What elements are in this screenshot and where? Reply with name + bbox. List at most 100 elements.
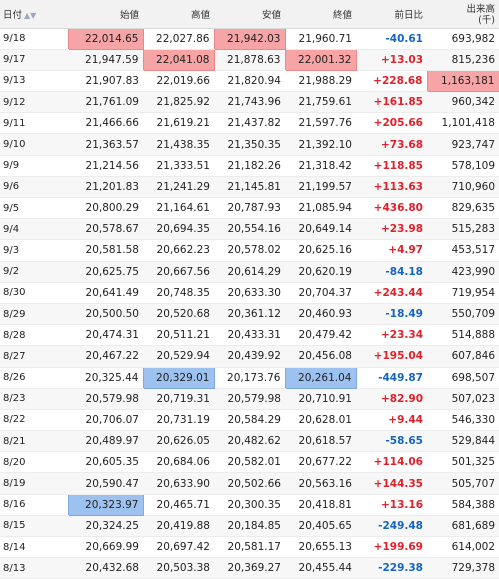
volume-cell: 729,378 bbox=[427, 557, 499, 579]
high-column-header: 高値 bbox=[143, 0, 214, 29]
volume-cell: 1,163,181 bbox=[426, 69, 499, 93]
change-cell: +113.63 bbox=[356, 176, 427, 199]
table-row: 8/28 20,474.31 20,511.21 20,433.31 20,479.42… bbox=[0, 324, 499, 347]
date-cell: 9/12 bbox=[0, 91, 68, 114]
change-cell: +13.16 bbox=[356, 494, 427, 516]
open-cell: 20,467.22 bbox=[68, 345, 143, 368]
high-cell: 22,019.66 bbox=[143, 70, 214, 93]
open-cell: 20,605.35 bbox=[68, 451, 143, 474]
table-row: 9/17 21,947.59 22,041.08 21,878.63 22,001.32… bbox=[0, 48, 499, 71]
high-cell: 20,503.38 bbox=[143, 557, 214, 579]
change-cell: +228.68 bbox=[356, 70, 427, 93]
volume-header-label: 出来高 bbox=[466, 3, 495, 15]
volume-cell: 710,960 bbox=[427, 176, 499, 199]
low-cell: 20,581.17 bbox=[214, 536, 285, 559]
sort-toggle-icon[interactable]: ▲▼ bbox=[24, 10, 37, 20]
high-cell: 20,662.23 bbox=[143, 239, 214, 262]
table-row: 8/27 20,467.22 20,529.94 20,439.92 20,456.08… bbox=[0, 345, 499, 368]
close-cell: 20,460.93 bbox=[285, 303, 356, 326]
high-cell: 20,697.42 bbox=[143, 536, 214, 559]
high-cell: 22,027.86 bbox=[143, 28, 214, 50]
table-row: 9/13 21,907.83 22,019.66 21,820.94 21,988.29… bbox=[0, 69, 499, 93]
open-cell: 21,907.83 bbox=[68, 70, 143, 93]
open-cell: 20,325.44 bbox=[68, 367, 143, 389]
table-row: 8/14 20,669.99 20,697.42 20,581.17 20,655.13… bbox=[0, 536, 499, 559]
change-cell: -229.38 bbox=[356, 557, 427, 579]
open-cell: 20,706.07 bbox=[68, 409, 143, 432]
high-cell: 21,438.35 bbox=[143, 133, 214, 156]
volume-cell: 514,888 bbox=[427, 324, 499, 347]
low-cell: 20,433.31 bbox=[214, 324, 285, 347]
high-cell: 20,626.05 bbox=[143, 430, 214, 453]
date-cell: 9/4 bbox=[0, 218, 68, 241]
table-row: 8/13 20,432.68 20,503.38 20,369.27 20,455.44… bbox=[0, 557, 499, 579]
date-cell: 8/19 bbox=[0, 472, 68, 495]
table-row: 9/10 21,363.57 21,438.35 21,350.35 21,392.10… bbox=[0, 133, 499, 156]
open-cell: 21,466.66 bbox=[68, 112, 143, 135]
date-cell: 8/21 bbox=[0, 430, 68, 453]
date-cell: 8/22 bbox=[0, 409, 68, 432]
date-column-header[interactable]: 日付 ▲▼ bbox=[0, 0, 68, 29]
high-cell: 20,511.21 bbox=[143, 324, 214, 347]
change-cell: +161.85 bbox=[356, 91, 427, 114]
change-cell: +118.85 bbox=[356, 155, 427, 177]
table-row: 9/6 21,201.83 21,241.29 21,145.81 21,199.57 +… bbox=[0, 176, 499, 199]
open-cell: 21,363.57 bbox=[68, 133, 143, 156]
high-cell: 21,333.51 bbox=[143, 155, 214, 177]
open-cell: 21,761.09 bbox=[68, 91, 143, 114]
volume-cell: 719,954 bbox=[427, 282, 499, 304]
low-cell: 21,942.03 bbox=[213, 27, 286, 50]
close-cell: 21,960.71 bbox=[285, 28, 356, 50]
volume-cell: 1,101,418 bbox=[427, 112, 499, 135]
open-cell: 20,579.98 bbox=[68, 388, 143, 410]
open-cell: 20,500.50 bbox=[68, 303, 143, 326]
date-cell: 8/27 bbox=[0, 345, 68, 368]
table-row: 8/29 20,500.50 20,520.68 20,361.12 20,460.93… bbox=[0, 303, 499, 326]
date-cell: 9/13 bbox=[0, 70, 68, 93]
low-cell: 21,743.96 bbox=[214, 91, 285, 114]
high-cell: 20,329.01 bbox=[142, 366, 215, 389]
date-cell: 8/13 bbox=[0, 557, 68, 579]
change-cell: -449.87 bbox=[356, 367, 427, 389]
change-cell: +13.03 bbox=[356, 49, 427, 71]
volume-cell: 501,325 bbox=[427, 451, 499, 474]
table-row: 9/2 20,625.75 20,667.56 20,614.29 20,620.19-… bbox=[0, 261, 499, 283]
change-cell: -249.48 bbox=[356, 515, 427, 538]
close-cell: 21,759.61 bbox=[285, 91, 356, 114]
date-cell: 8/15 bbox=[0, 515, 68, 538]
low-cell: 20,554.16 bbox=[214, 218, 285, 241]
low-cell: 20,482.62 bbox=[214, 430, 285, 453]
volume-cell: 923,747 bbox=[427, 133, 499, 156]
open-cell: 20,590.47 bbox=[68, 472, 143, 495]
change-cell: -40.61 bbox=[356, 28, 427, 50]
high-cell: 20,529.94 bbox=[143, 345, 214, 368]
change-cell: +82.90 bbox=[356, 388, 427, 410]
high-cell: 21,825.92 bbox=[143, 91, 214, 114]
close-cell: 20,649.14 bbox=[285, 218, 356, 241]
table-row: 8/19 20,590.47 20,633.90 20,502.66 20,563.16… bbox=[0, 472, 499, 495]
change-cell: +23.34 bbox=[356, 324, 427, 347]
open-cell: 20,323.97 bbox=[67, 493, 144, 516]
close-cell: 20,455.44 bbox=[285, 557, 356, 579]
open-cell: 20,669.99 bbox=[68, 536, 143, 559]
change-cell: +436.80 bbox=[356, 197, 427, 220]
date-cell: 8/20 bbox=[0, 451, 68, 474]
low-cell: 21,145.81 bbox=[214, 176, 285, 199]
volume-unit-label: (千) bbox=[478, 14, 495, 26]
close-cell: 20,618.57 bbox=[285, 430, 356, 453]
change-cell: +195.04 bbox=[356, 345, 427, 368]
close-cell: 20,710.91 bbox=[285, 388, 356, 410]
table-row: 8/30 20,641.49 20,748.35 20,633.30 20,704.37… bbox=[0, 282, 499, 304]
volume-cell: 550,709 bbox=[427, 303, 499, 326]
volume-cell: 423,990 bbox=[427, 261, 499, 283]
date-cell: 9/2 bbox=[0, 261, 68, 283]
low-cell: 21,820.94 bbox=[214, 70, 285, 93]
table-row: 9/12 21,761.09 21,825.92 21,743.96 21,759.61… bbox=[0, 91, 499, 114]
date-cell: 9/9 bbox=[0, 155, 68, 177]
low-cell: 20,582.01 bbox=[214, 451, 285, 474]
change-cell: +4.97 bbox=[356, 239, 427, 262]
high-cell: 20,748.35 bbox=[143, 282, 214, 304]
low-cell: 20,633.30 bbox=[214, 282, 285, 304]
date-cell: 8/14 bbox=[0, 536, 68, 559]
close-cell: 21,085.94 bbox=[285, 197, 356, 220]
